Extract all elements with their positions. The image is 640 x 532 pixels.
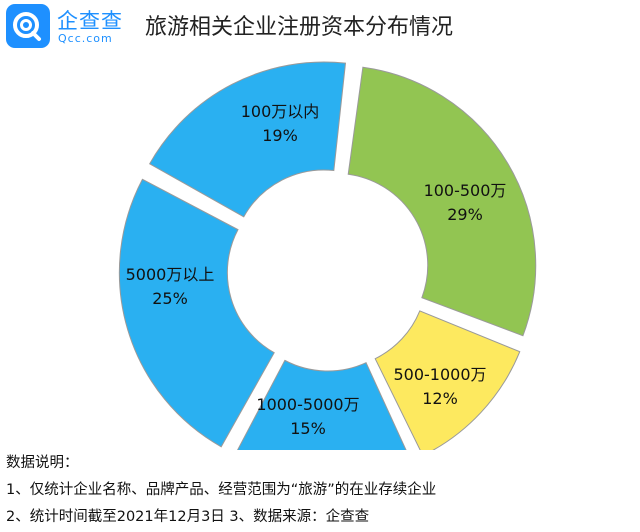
slice-value-label: 25% [152, 289, 188, 308]
slice-label: 100万以内 [241, 102, 320, 121]
brand-name: 企查查 [57, 9, 123, 33]
notes-heading: 数据说明： [6, 455, 79, 471]
header: 企查查 Qcc.com 旅游相关企业注册资本分布情况 [0, 0, 640, 50]
slice-value-label: 19% [262, 126, 298, 145]
donut-slice [237, 359, 407, 450]
slice-label: 1000-5000万 [256, 395, 359, 414]
donut-chart: 100-500万 29% 500-1000万 12% 1000-5000万 15% 5000… [118, 61, 537, 450]
notes: 数据说明： 1、仅统计企业名称、品牌产品、经营范围为“旅游”的在业存续企业 2、… [6, 450, 436, 531]
donut-slice [148, 61, 347, 218]
slice-label: 100-500万 [424, 181, 507, 200]
slice-value-label: 29% [447, 205, 483, 224]
slice-label: 5000万以上 [126, 265, 215, 284]
note-date-source: 2、统计时间截至2021年12月3日 3、数据来源：企查查 [6, 509, 370, 525]
note-scope: 1、仅统计企业名称、品牌产品、经营范围为“旅游”的在业存续企业 [6, 482, 437, 498]
donut-slice [374, 310, 521, 450]
qcc-logo-icon [6, 4, 50, 48]
slice-value-label: 15% [290, 419, 326, 438]
slice-label: 500-1000万 [393, 365, 486, 384]
chart-title: 旅游相关企业注册资本分布情况 [145, 15, 454, 40]
donut-slice [347, 66, 537, 337]
brand-sub: Qcc.com [58, 32, 113, 45]
slice-value-label: 12% [422, 389, 458, 408]
donut-slice [118, 178, 275, 448]
brand-logo: 企查查 Qcc.com [6, 4, 134, 48]
